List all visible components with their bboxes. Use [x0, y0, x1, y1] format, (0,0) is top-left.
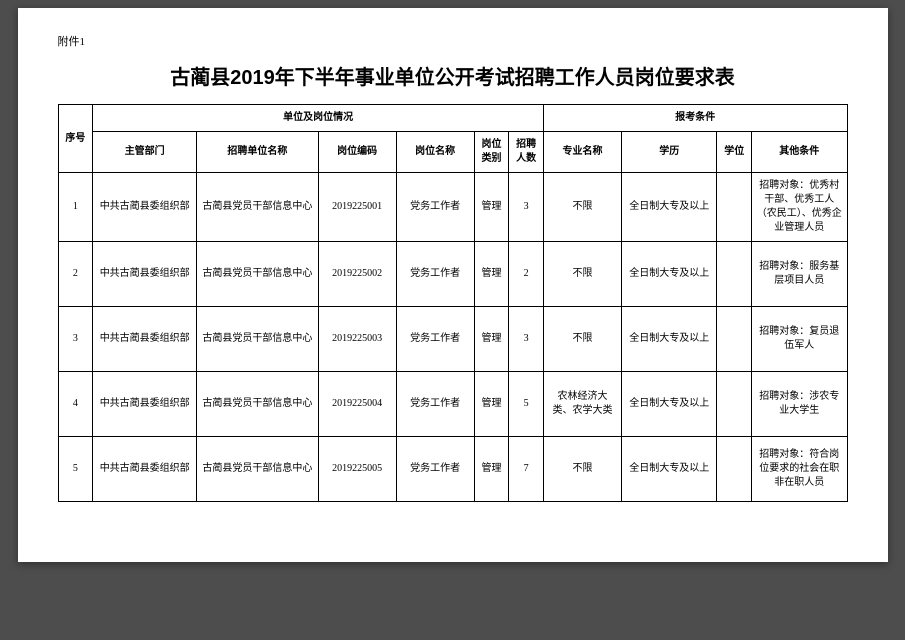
table-row: 5中共古蔺县委组织部古蔺县党员干部信息中心2019225005党务工作者管理7不…: [58, 437, 847, 502]
cell-dept: 中共古蔺县委组织部: [93, 173, 197, 242]
cell-edu: 全日制大专及以上: [622, 307, 717, 372]
col-header-edu: 学历: [622, 132, 717, 173]
cell-major: 不限: [544, 437, 622, 502]
cell-edu: 全日制大专及以上: [622, 242, 717, 307]
cell-major: 不限: [544, 173, 622, 242]
cell-cat: 管理: [474, 242, 509, 307]
col-group-conditions: 报考条件: [544, 105, 847, 132]
cell-edu: 全日制大专及以上: [622, 173, 717, 242]
cell-seq: 5: [58, 437, 93, 502]
col-header-code: 岗位编码: [318, 132, 396, 173]
cell-major: 农林经济大类、农学大类: [544, 372, 622, 437]
cell-num: 2: [509, 242, 544, 307]
table-row: 1中共古蔺县委组织部古蔺县党员干部信息中心2019225001党务工作者管理3不…: [58, 173, 847, 242]
header-row-1: 序号 单位及岗位情况 报考条件: [58, 105, 847, 132]
document-page: 附件1 古蔺县2019年下半年事业单位公开考试招聘工作人员岗位要求表 序号 单位…: [18, 8, 888, 562]
cell-degree: [717, 437, 752, 502]
cell-pos: 党务工作者: [396, 242, 474, 307]
col-header-other: 其他条件: [752, 132, 847, 173]
cell-num: 3: [509, 307, 544, 372]
cell-degree: [717, 242, 752, 307]
cell-dept: 中共古蔺县委组织部: [93, 372, 197, 437]
cell-pos: 党务工作者: [396, 173, 474, 242]
table-row: 4中共古蔺县委组织部古蔺县党员干部信息中心2019225004党务工作者管理5农…: [58, 372, 847, 437]
cell-cat: 管理: [474, 173, 509, 242]
cell-code: 2019225004: [318, 372, 396, 437]
col-group-unit-info: 单位及岗位情况: [93, 105, 544, 132]
cell-degree: [717, 173, 752, 242]
cell-seq: 1: [58, 173, 93, 242]
cell-cat: 管理: [474, 307, 509, 372]
cell-code: 2019225003: [318, 307, 396, 372]
cell-unit: 古蔺县党员干部信息中心: [197, 307, 318, 372]
cell-edu: 全日制大专及以上: [622, 437, 717, 502]
cell-other: 招聘对象：涉农专业大学生: [752, 372, 847, 437]
cell-num: 3: [509, 173, 544, 242]
cell-degree: [717, 372, 752, 437]
cell-cat: 管理: [474, 437, 509, 502]
attachment-label: 附件1: [58, 33, 848, 49]
cell-unit: 古蔺县党员干部信息中心: [197, 372, 318, 437]
table-row: 2中共古蔺县委组织部古蔺县党员干部信息中心2019225002党务工作者管理2不…: [58, 242, 847, 307]
cell-unit: 古蔺县党员干部信息中心: [197, 173, 318, 242]
col-header-seq: 序号: [58, 105, 93, 173]
cell-seq: 2: [58, 242, 93, 307]
cell-pos: 党务工作者: [396, 437, 474, 502]
col-header-unit: 招聘单位名称: [197, 132, 318, 173]
cell-unit: 古蔺县党员干部信息中心: [197, 437, 318, 502]
col-header-cat: 岗位类别: [474, 132, 509, 173]
cell-code: 2019225001: [318, 173, 396, 242]
cell-degree: [717, 307, 752, 372]
col-header-num: 招聘人数: [509, 132, 544, 173]
cell-dept: 中共古蔺县委组织部: [93, 307, 197, 372]
cell-num: 7: [509, 437, 544, 502]
col-header-degree: 学位: [717, 132, 752, 173]
col-header-major: 专业名称: [544, 132, 622, 173]
cell-edu: 全日制大专及以上: [622, 372, 717, 437]
col-header-dept: 主管部门: [93, 132, 197, 173]
cell-seq: 4: [58, 372, 93, 437]
header-row-2: 主管部门 招聘单位名称 岗位编码 岗位名称 岗位类别 招聘人数 专业名称 学历 …: [58, 132, 847, 173]
cell-other: 招聘对象：服务基层项目人员: [752, 242, 847, 307]
cell-major: 不限: [544, 242, 622, 307]
cell-major: 不限: [544, 307, 622, 372]
table-row: 3中共古蔺县委组织部古蔺县党员干部信息中心2019225003党务工作者管理3不…: [58, 307, 847, 372]
cell-num: 5: [509, 372, 544, 437]
cell-other: 招聘对象：优秀村干部、优秀工人（农民工）、优秀企业管理人员: [752, 173, 847, 242]
cell-dept: 中共古蔺县委组织部: [93, 437, 197, 502]
cell-other: 招聘对象：符合岗位要求的社会在职非在职人员: [752, 437, 847, 502]
cell-pos: 党务工作者: [396, 307, 474, 372]
col-header-pos: 岗位名称: [396, 132, 474, 173]
cell-pos: 党务工作者: [396, 372, 474, 437]
requirements-table: 序号 单位及岗位情况 报考条件 主管部门 招聘单位名称 岗位编码 岗位名称 岗位…: [58, 104, 848, 502]
cell-other: 招聘对象：复员退伍军人: [752, 307, 847, 372]
cell-cat: 管理: [474, 372, 509, 437]
cell-seq: 3: [58, 307, 93, 372]
cell-dept: 中共古蔺县委组织部: [93, 242, 197, 307]
cell-code: 2019225005: [318, 437, 396, 502]
cell-code: 2019225002: [318, 242, 396, 307]
cell-unit: 古蔺县党员干部信息中心: [197, 242, 318, 307]
document-title: 古蔺县2019年下半年事业单位公开考试招聘工作人员岗位要求表: [58, 61, 848, 90]
